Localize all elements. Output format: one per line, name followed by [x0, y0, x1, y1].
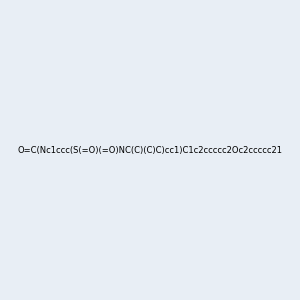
Text: O=C(Nc1ccc(S(=O)(=O)NC(C)(C)C)cc1)C1c2ccccc2Oc2ccccc21: O=C(Nc1ccc(S(=O)(=O)NC(C)(C)C)cc1)C1c2cc…	[17, 146, 283, 154]
